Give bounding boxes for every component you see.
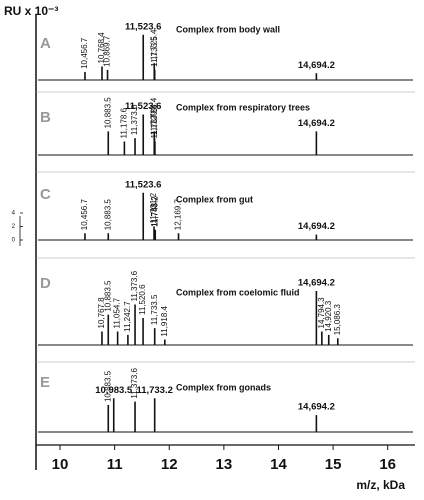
peak-label: 11,523.6 <box>125 179 161 190</box>
peak-label: 14,694.2 <box>298 118 335 129</box>
panel-letter: E <box>40 374 50 391</box>
y-tick-label: 4 <box>12 211 16 217</box>
peak-label: 10,869.7 <box>103 35 112 67</box>
peak-label: 11,743.2 <box>150 196 159 227</box>
peak-label: 14,694.2 <box>298 278 335 289</box>
peak-label: 10,883.5 <box>103 280 112 312</box>
peak-label: 10,768.4 <box>97 32 106 64</box>
peak-label: 11,178.6 <box>120 107 129 138</box>
panel-letter: A <box>40 35 51 52</box>
peak-label: 11,733.5 <box>150 36 159 67</box>
peak-label: 11,721.2 <box>149 192 158 223</box>
peak-label: 11,523.6 <box>125 21 161 32</box>
peak-label: 14,694.2 <box>298 60 335 71</box>
peak-label: 11,520.6 <box>138 284 147 315</box>
x-tick-label: 16 <box>379 456 396 473</box>
peak-label: 15,086.3 <box>333 304 342 336</box>
peak-label: 11,733.2 <box>136 385 172 396</box>
panel-title: Complex from gut <box>176 194 253 204</box>
x-tick-label: 10 <box>52 456 69 473</box>
peak-label: 11,523.6 <box>125 101 161 112</box>
peak-label: 10,983.5 <box>95 385 133 396</box>
peak-label: 14,920.3 <box>324 300 333 332</box>
x-tick-label: 14 <box>270 456 287 473</box>
peak-label: 11,725.4 <box>149 97 158 128</box>
y-tick-label: 0 <box>12 238 16 244</box>
x-axis-label: m/z, kDa <box>356 478 405 492</box>
panel-title: Complex from respiratory trees <box>176 102 310 112</box>
y-tick-label: 2 <box>12 224 16 230</box>
peak-label: 14,794.3 <box>317 297 326 329</box>
x-tick-label: 15 <box>325 456 342 473</box>
peak-label: 11,373.6 <box>130 270 139 301</box>
peak-label: 11,373.6 <box>130 368 139 399</box>
panel-letter: C <box>40 186 51 203</box>
x-tick-label: 13 <box>216 456 233 473</box>
peak-label: 11,733.5 <box>150 294 159 325</box>
panel-letter: B <box>40 109 51 126</box>
peak-label: 14,694.2 <box>298 402 335 413</box>
peak-label: 11,733.2 <box>150 196 159 227</box>
x-tick-label: 11 <box>107 456 123 473</box>
peak-label: 11,054.7 <box>113 297 122 328</box>
panel-title: Complex from coelomic fluid <box>176 287 300 297</box>
peak-label: 10,883.5 <box>103 370 112 402</box>
panel-title: Complex from gonads <box>176 382 271 392</box>
peak-label: 11,737.5 <box>150 107 159 138</box>
peak-label: 10,456.7 <box>80 199 89 231</box>
panel-title: Complex from body wall <box>176 24 280 34</box>
peak-label: 11,373.6 <box>130 104 139 135</box>
peak-label: 11,725.4 <box>149 29 158 60</box>
peak-label: 11,729.4 <box>150 104 159 135</box>
peak-label: 11,918.4 <box>160 306 169 337</box>
peak-label: 10,883.5 <box>103 97 112 129</box>
x-tick-label: 12 <box>161 456 178 473</box>
panel-letter: D <box>40 275 51 292</box>
y-axis-label: RU x 10⁻³ <box>4 4 58 18</box>
peak-label: 11,242.7 <box>123 301 132 332</box>
peak-label: 10,456.7 <box>80 37 89 69</box>
peak-label: 12,169.7 <box>174 199 183 231</box>
peak-label: 14,694.2 <box>298 221 335 232</box>
peak-label: 10,883.5 <box>103 199 112 231</box>
peak-label: 10,767.8 <box>97 297 106 329</box>
